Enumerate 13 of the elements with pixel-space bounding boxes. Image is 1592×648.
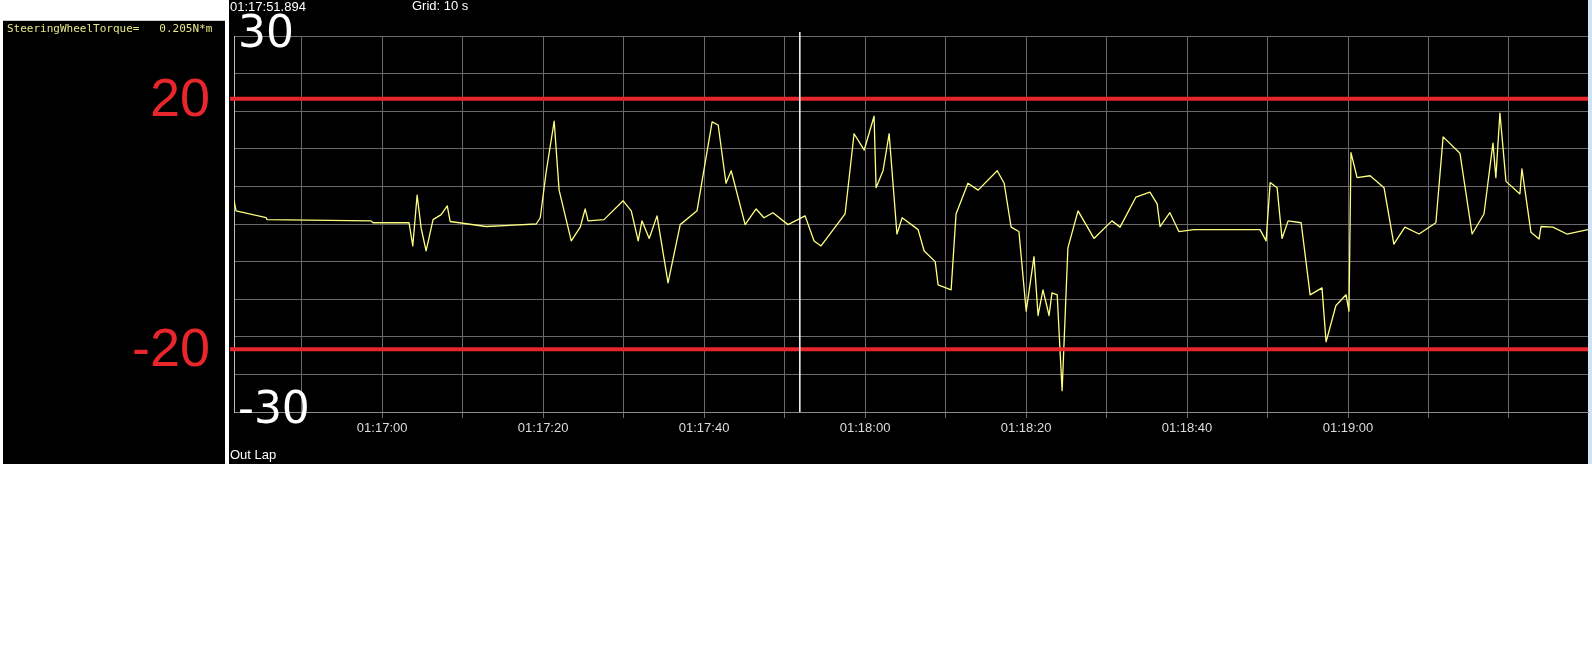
ref-line-label: -20 (131, 317, 210, 378)
x-tick-label: 01:18:20 (1000, 420, 1052, 436)
x-tick-label: 01:18:00 (839, 420, 891, 436)
x-tick-label: 01:18:40 (1161, 420, 1213, 436)
ref-line-label: 20 (149, 66, 210, 127)
x-tick-label: 01:17:00 (356, 420, 408, 436)
text: Grid: 10 s (412, 0, 469, 14)
y-tick-label: -30 (238, 382, 310, 434)
text: Out Lap (230, 447, 277, 463)
x-tick-label: 01:17:20 (517, 420, 569, 436)
x-tick-label: 01:17:40 (678, 420, 730, 436)
x-tick-label: 01:19:00 (1322, 420, 1374, 436)
text: SteeringWheelTorque= 0.205N*m (7, 22, 213, 35)
